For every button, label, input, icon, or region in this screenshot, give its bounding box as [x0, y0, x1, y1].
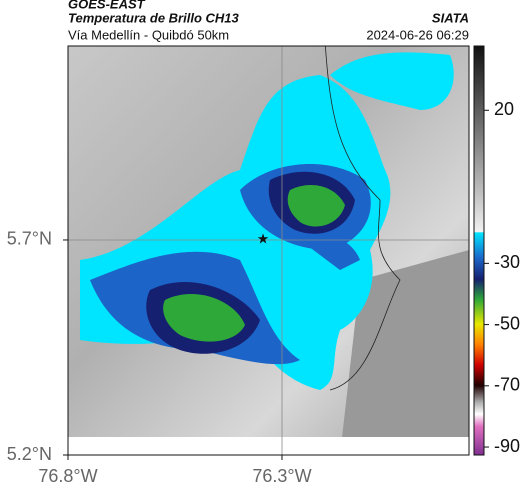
y-tick-label: 5.2°N — [7, 444, 52, 464]
map-frame — [67, 45, 470, 456]
satellite-image: ★ — [68, 46, 469, 455]
x-tick-label: 76.8°W — [38, 466, 97, 486]
colorbar-tick-label: -50 — [494, 313, 520, 333]
svg-text:★: ★ — [257, 231, 270, 247]
x-tick-label: 76.3°W — [252, 466, 311, 486]
source: GOES-EAST — [68, 0, 146, 11]
route: Vía Medellín - Quibdó 50km — [68, 27, 229, 42]
datetime: 2024-06-26 06:29 — [366, 27, 469, 42]
agency: SIATA — [432, 10, 469, 25]
colorbar — [473, 45, 485, 456]
colorbar-tick-label: 20 — [494, 99, 514, 119]
colorbar-tick-label: -90 — [494, 436, 520, 456]
y-tick-label: 5.7°N — [7, 229, 52, 249]
colorbar-tick-label: -70 — [494, 375, 520, 395]
product: Temperatura de Brillo CH13 — [68, 10, 240, 25]
colorbar-tick-label: -30 — [494, 252, 520, 272]
